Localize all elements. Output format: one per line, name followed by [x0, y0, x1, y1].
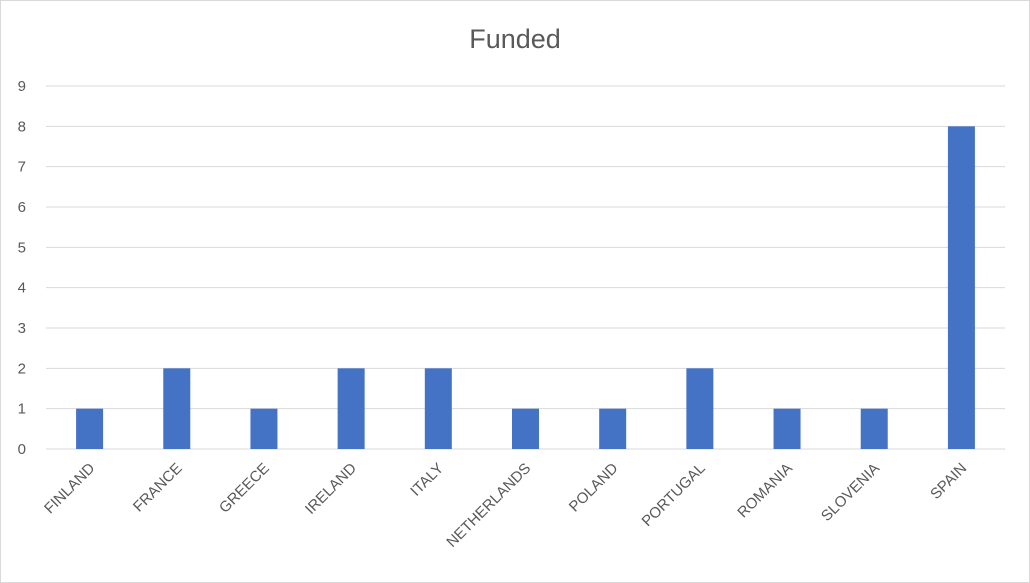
- y-tick-label: 4: [18, 280, 26, 297]
- gridlines: [46, 85, 1005, 450]
- bar-finland: [76, 408, 104, 449]
- x-category-label: FINLAND: [41, 460, 99, 518]
- y-axis-ticks: 0 1 2 3 4 5 6 7 8 9: [18, 78, 26, 458]
- bar-slovenia: [860, 408, 888, 449]
- x-category-label: IRELAND: [302, 460, 360, 518]
- chart-title: Funded: [469, 24, 561, 54]
- y-tick-label: 0: [18, 441, 26, 458]
- x-category-label: ITALY: [407, 460, 447, 500]
- x-category-label: GREECE: [216, 460, 273, 517]
- bar-netherlands: [512, 408, 539, 449]
- y-tick-label: 8: [18, 118, 26, 135]
- y-tick-label: 5: [18, 239, 26, 256]
- bar-romania: [773, 408, 801, 449]
- bar-poland: [599, 408, 627, 449]
- x-category-label: PORTUGAL: [639, 460, 709, 530]
- bar-greece: [250, 408, 278, 449]
- x-axis-categories: FINLAND FRANCE GREECE IRELAND ITALYNETHERLAN…: [41, 460, 970, 551]
- x-category-label: NETHERLANDS: [443, 460, 534, 551]
- bar-france: [163, 368, 191, 449]
- x-category-label: POLAND: [566, 460, 622, 516]
- y-tick-label: 3: [18, 320, 26, 337]
- y-tick-label: 9: [18, 78, 26, 95]
- bars: [76, 126, 975, 449]
- y-tick-label: 1: [18, 401, 26, 418]
- x-category-label: SLOVENIA: [818, 460, 883, 525]
- bar-italy: [424, 368, 452, 449]
- y-tick-label: 2: [18, 360, 26, 377]
- x-category-label: ROMANIA: [734, 460, 796, 522]
- x-category-label: FRANCE: [130, 460, 186, 516]
- bar-portugal: [686, 368, 714, 449]
- bar-ireland: [337, 368, 365, 449]
- bar-spain: [947, 126, 975, 449]
- x-category-label: SPAIN: [927, 460, 970, 503]
- y-tick-label: 7: [18, 159, 26, 176]
- y-tick-label: 6: [18, 199, 26, 216]
